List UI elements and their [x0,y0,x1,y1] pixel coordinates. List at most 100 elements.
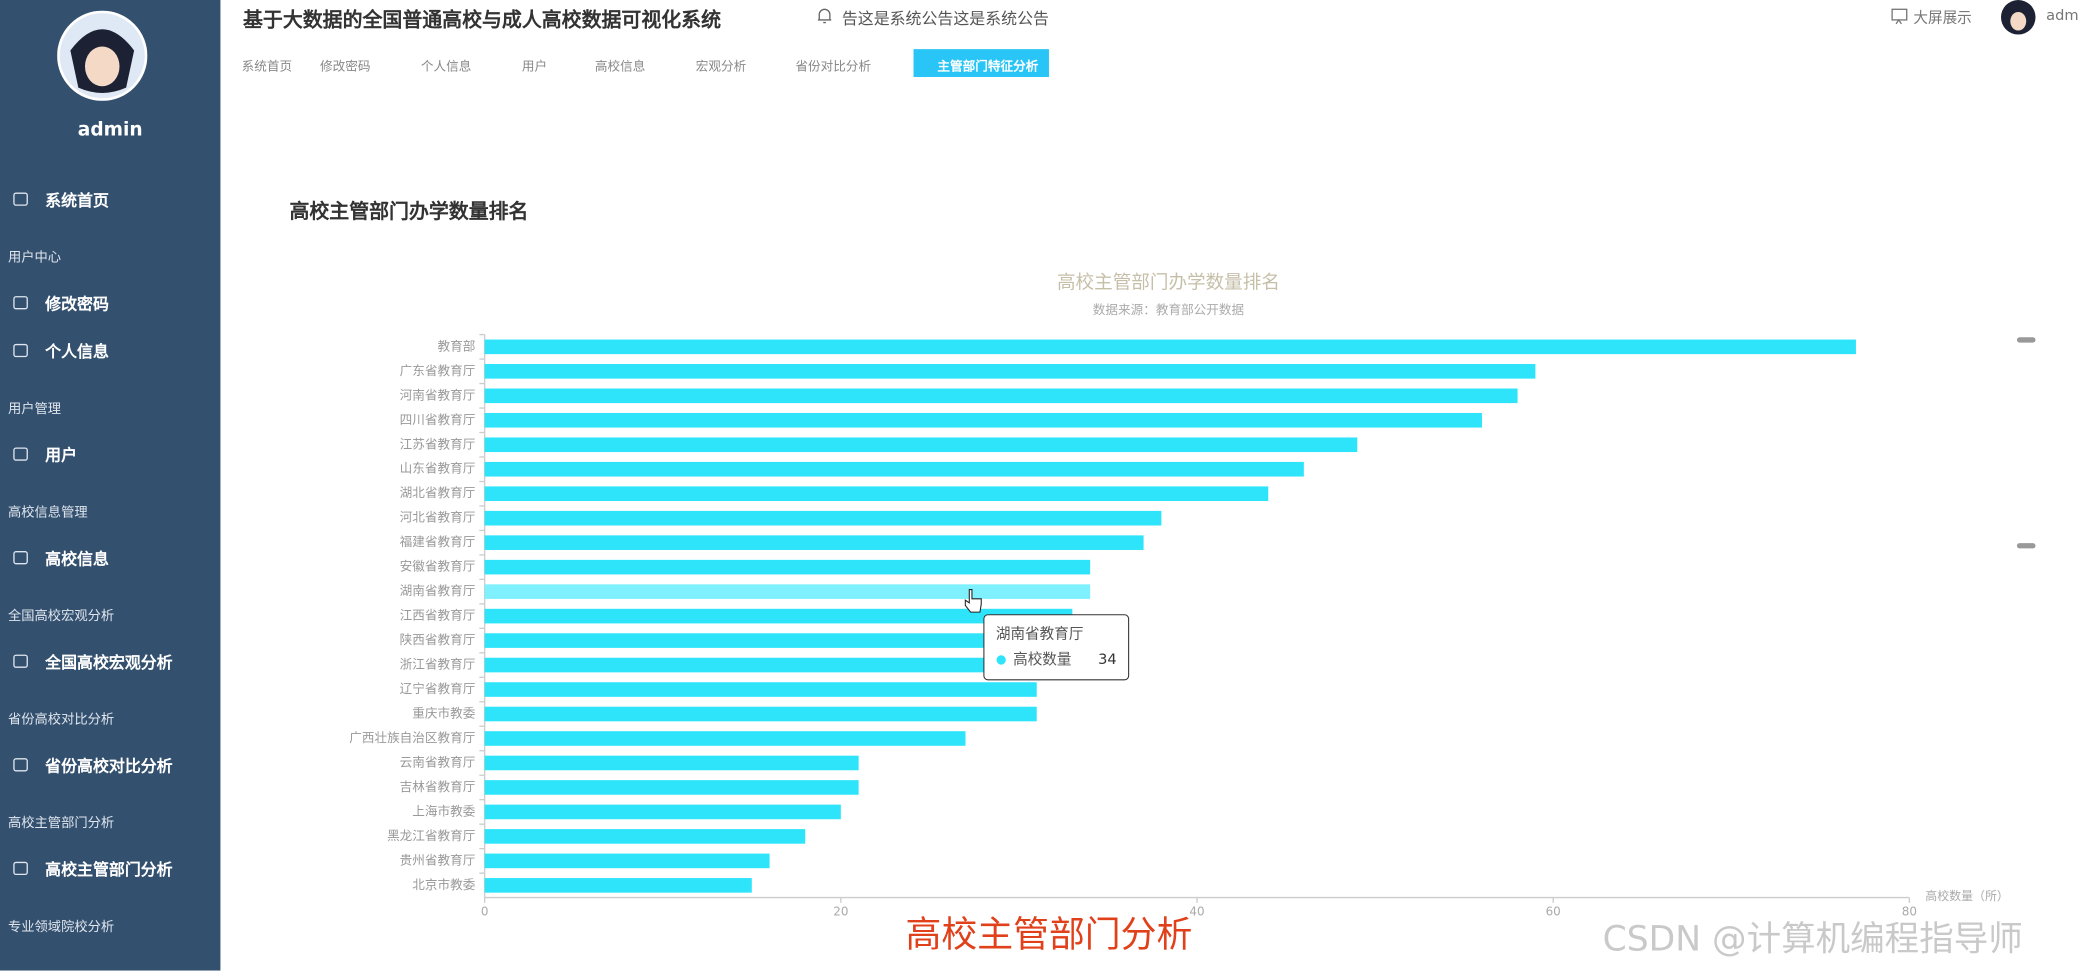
menu-icon [13,758,28,772]
tab[interactable]: 用户 [521,59,548,75]
header-avatar [2000,0,2036,35]
menu-item[interactable]: 用户 [45,446,78,465]
menu-heading: 高校信息管理 [7,505,88,521]
chart-subtitle: 数据来源：教育部公开数据 [1093,302,1245,317]
y-tick-label: 江苏省教育厅 [400,436,476,451]
y-tick-label: 山东省教育厅 [400,461,476,476]
bar [484,339,1856,355]
chart-title: 高校主管部门办学数量排名 [1057,272,1280,293]
y-tick-label: 贵州省教育厅 [400,852,476,867]
menu-icon [13,654,28,668]
y-tick-label: 江西省教育厅 [400,608,476,623]
header-user[interactable]: adm [2046,6,2079,24]
overlay-caption: 高校主管部门分析 [905,914,1193,957]
y-tick-label: 黑龙江省教育厅 [387,828,475,843]
bar [484,804,841,820]
bar [484,657,1055,673]
x-tick-label: 0 [481,905,489,919]
menu-heading: 高校主管部门分析 [7,816,115,832]
y-tick-label: 北京市教委 [412,877,475,892]
y-tick-label: 辽宁省教育厅 [400,681,476,696]
tab[interactable]: 省份对比分析 [795,59,872,75]
tab[interactable]: 主管部门特征分析 [913,49,1049,78]
tab[interactable]: 宏观分析 [695,59,747,75]
tab[interactable]: 系统首页 [241,59,293,75]
x-axis-label: 高校数量（所） [1925,888,2009,903]
bar [484,412,1482,428]
bar [484,486,1269,502]
bar [484,682,1037,697]
menu-item[interactable]: 省份高校对比分析 [45,756,173,776]
cursor [964,589,982,613]
y-tick-label: 四川省教育厅 [400,412,476,427]
tooltip-value: 34 [1098,651,1117,668]
y-tick-label: 广东省教育厅 [400,363,476,378]
y-tick-label: 河北省教育厅 [400,510,476,525]
menu-item[interactable]: 系统首页 [45,191,109,210]
y-tick-label: 安徽省教育厅 [400,559,476,574]
watermark: CSDN @计算机编程指导师 [1602,920,2023,960]
tab[interactable]: 修改密码 [319,59,371,75]
big-screen-link[interactable]: 大屏展示 [1913,9,1972,27]
menu-icon [13,192,28,206]
bell-icon [817,8,832,24]
menu-heading: 用户管理 [7,402,62,417]
y-tick-label: 广西壮族自治区教育厅 [349,730,475,745]
menu-icon [13,296,28,310]
tab[interactable]: 个人信息 [420,59,472,75]
tooltip-series: 高校数量 [1013,651,1071,668]
y-tick-label: 湖北省教育厅 [400,485,476,500]
y-tick-label: 福建省教育厅 [400,534,476,549]
tab[interactable]: 高校信息 [594,59,646,75]
menu-item[interactable]: 个人信息 [45,342,109,362]
menu-icon [13,551,28,565]
menu-item[interactable]: 高校主管部门分析 [45,860,173,880]
bar [484,584,1091,599]
bar [484,878,752,893]
scroll-handle[interactable] [2016,543,2036,549]
bar [484,535,1144,550]
menu-heading: 专业领域院校分析 [7,920,115,935]
y-tick-label: 吉林省教育厅 [400,779,476,794]
notice: 告这是系统公告这是系统公告 [841,9,1049,28]
bar [484,388,1518,404]
y-tick-label: 教育部 [438,338,476,353]
menu-item[interactable]: 全国高校宏观分析 [45,653,173,672]
x-tick-label: 60 [1546,905,1561,919]
y-tick-label: 湖南省教育厅 [400,583,476,598]
bar [484,461,1304,477]
menu-heading: 用户中心 [7,250,62,266]
y-tick-label: 浙江省教育厅 [400,657,476,672]
bar [484,829,806,844]
sidebar-user: admin [77,119,143,141]
menu-heading: 省份高校对比分析 [7,713,115,728]
y-tick-label: 云南省教育厅 [400,754,476,769]
y-tick-label: 上海市教委 [412,803,475,818]
menu-icon [13,861,28,876]
bar [484,510,1162,526]
menu-item[interactable]: 高校信息 [45,549,109,569]
bar [484,853,770,869]
screen-icon [1891,8,1908,25]
bar [484,755,859,771]
card-title: 高校主管部门办学数量排名 [289,199,529,224]
bar [484,706,1037,722]
menu-item[interactable]: 修改密码 [45,294,109,314]
tooltip-box [983,614,1130,681]
bar [484,437,1358,453]
bar [484,633,1055,648]
x-tick-label: 80 [1902,905,1917,919]
sidebar: admin 系统首页用户中心修改密码个人信息用户管理用户高校信息管理高校信息全国… [0,0,221,971]
avatar [57,10,148,101]
bar [484,608,1073,624]
y-tick-label: 河南省教育厅 [400,387,476,402]
x-tick-label: 20 [833,905,848,919]
y-tick-label: 重庆市教委 [412,706,475,721]
tooltip-dot [996,655,1006,665]
system-title: 基于大数据的全国普通高校与成人高校数据可视化系统 [242,7,722,32]
scroll-handle[interactable] [2016,337,2036,343]
tooltip-title: 湖南省教育厅 [996,626,1084,643]
